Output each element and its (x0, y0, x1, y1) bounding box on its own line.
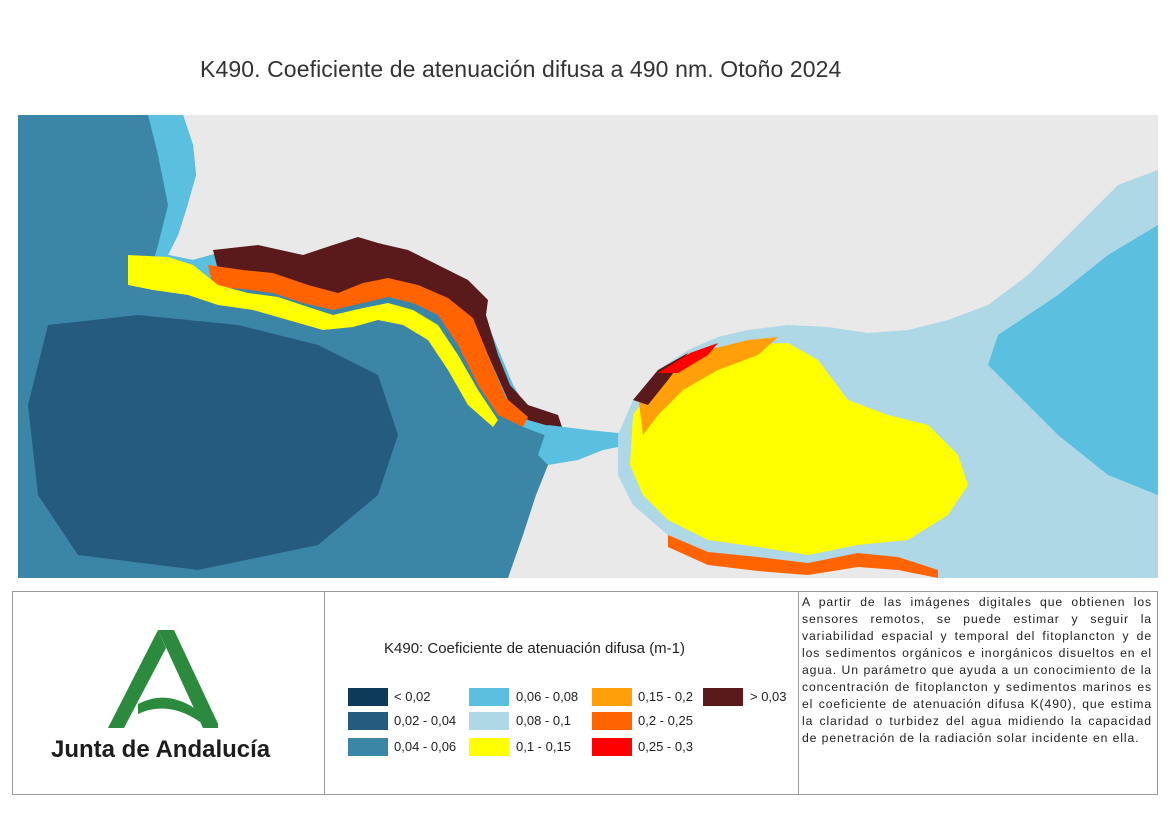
map-graphic (18, 115, 1158, 578)
atlantic-deep (28, 315, 398, 570)
legend-label: 0,08 - 0,1 (516, 713, 571, 728)
gulf-cadiz-turbid (213, 237, 563, 430)
legend-swatch (348, 738, 388, 756)
strait-water (538, 425, 638, 465)
legend-label: 0,02 - 0,04 (394, 713, 457, 728)
legend-swatch (469, 738, 509, 756)
legend-swatch (703, 688, 743, 706)
legend-swatch (348, 688, 388, 706)
logo-panel: Junta de Andalucía (13, 592, 325, 794)
alboran-orange (638, 337, 778, 435)
legend-label: 0,15 - 0,2 (638, 689, 693, 704)
gulf-cadiz-yellow (128, 255, 498, 427)
legend-swatch (592, 712, 632, 730)
legend-swatch (592, 688, 632, 706)
legend-label: 0,1 - 0,15 (516, 739, 571, 754)
legend-label: > 0,03 (750, 689, 787, 704)
alboran-yellow (630, 343, 968, 555)
logo-text: Junta de Andalucía (51, 736, 271, 763)
description-text: A partir de las imágenes digitales que o… (802, 595, 1152, 745)
alboran-south-coast (668, 535, 938, 578)
k490-map (18, 115, 1158, 578)
legend-label: 0,04 - 0,06 (394, 739, 457, 754)
legend-label: 0,2 - 0,25 (638, 713, 693, 728)
map-title: K490. Coeficiente de atenuación difusa a… (200, 56, 842, 82)
gulf-cadiz-orange (208, 265, 528, 427)
legend-label: 0,25 - 0,3 (638, 739, 693, 754)
legend-swatch (348, 712, 388, 730)
legend-swatch (469, 712, 509, 730)
legend-label: < 0,02 (394, 689, 431, 704)
footer-panel: Junta de Andalucía K490: Coeficiente de … (12, 591, 1158, 795)
legend-label: 0,06 - 0,08 (516, 689, 579, 704)
junta-andalucia-logo-icon (108, 630, 218, 728)
legend-panel: K490: Coeficiente de atenuación difusa (… (324, 592, 799, 794)
alboran-east (988, 225, 1158, 495)
alboran-red-coast (658, 343, 718, 373)
legend-swatch (469, 688, 509, 706)
legend-swatch (592, 738, 632, 756)
legend-title: K490: Coeficiente de atenuación difusa (… (384, 640, 686, 657)
